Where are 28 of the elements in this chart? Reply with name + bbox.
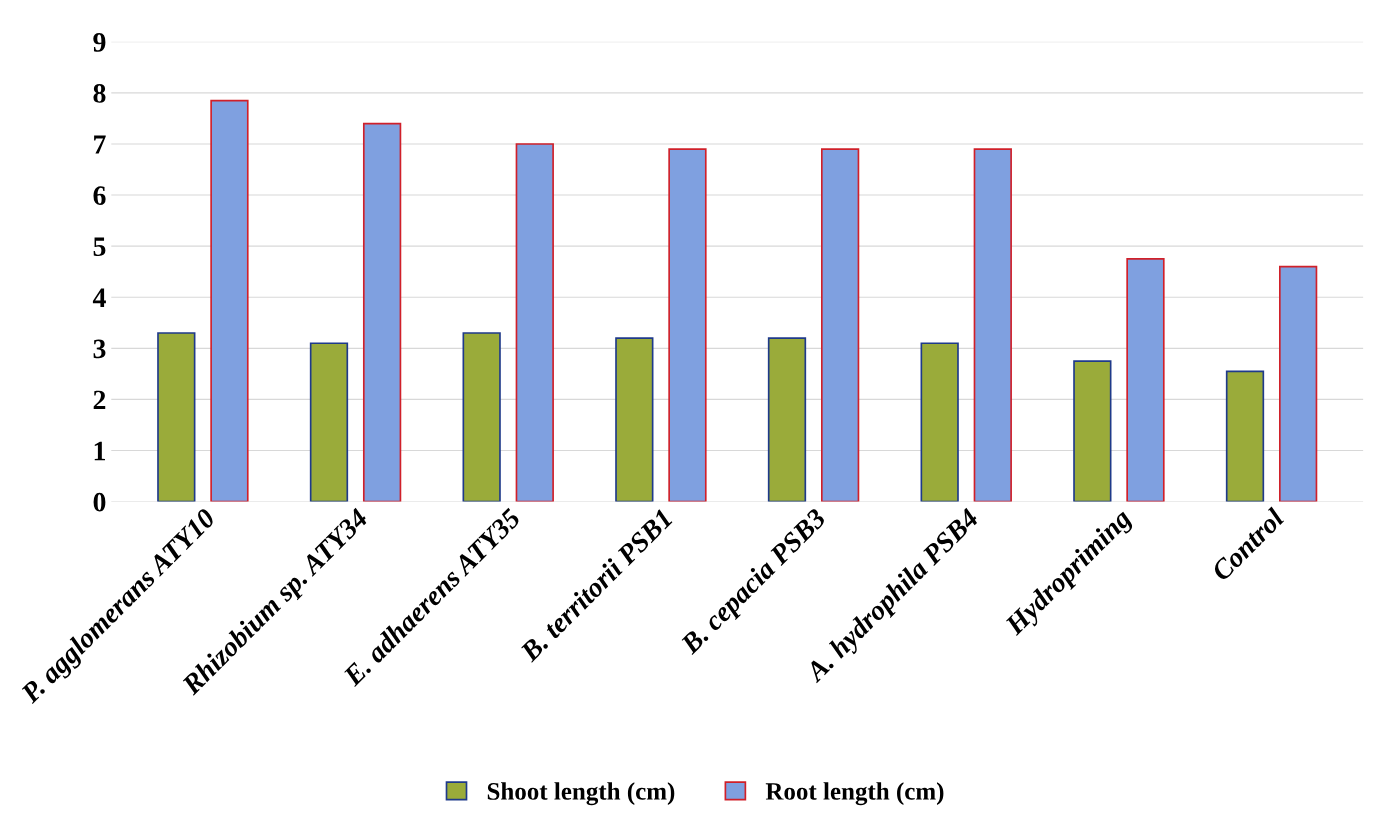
bar [767, 337, 807, 502]
y-tick-label: 2 [93, 390, 106, 410]
bar [157, 332, 196, 502]
y-tick-label: 9 [93, 33, 106, 52]
y-tick-label: 0 [93, 492, 106, 512]
y-tick-label: 4 [92, 288, 106, 307]
y-tick-label: 7 [94, 135, 106, 154]
bar [515, 143, 554, 502]
bar [820, 148, 860, 502]
bar [210, 99, 249, 502]
bar [462, 332, 501, 502]
y-tick-label: 3 [93, 339, 106, 359]
bar [1278, 265, 1318, 502]
bar [668, 148, 707, 502]
bar [1126, 258, 1165, 502]
bar [362, 122, 402, 502]
bar [1225, 370, 1265, 502]
bar [1073, 360, 1112, 502]
bar [973, 148, 1012, 502]
legend-label: Root length (cm) [765, 782, 944, 806]
y-tick-label: 5 [93, 237, 106, 257]
legend-label: Shoot length (cm) [487, 782, 675, 806]
y-tick-label: 6 [93, 186, 106, 205]
bar [309, 342, 349, 502]
y-tick-label: 1 [94, 441, 105, 461]
y-tick-label: 8 [93, 84, 106, 103]
bar [920, 342, 959, 502]
bar [615, 337, 654, 502]
